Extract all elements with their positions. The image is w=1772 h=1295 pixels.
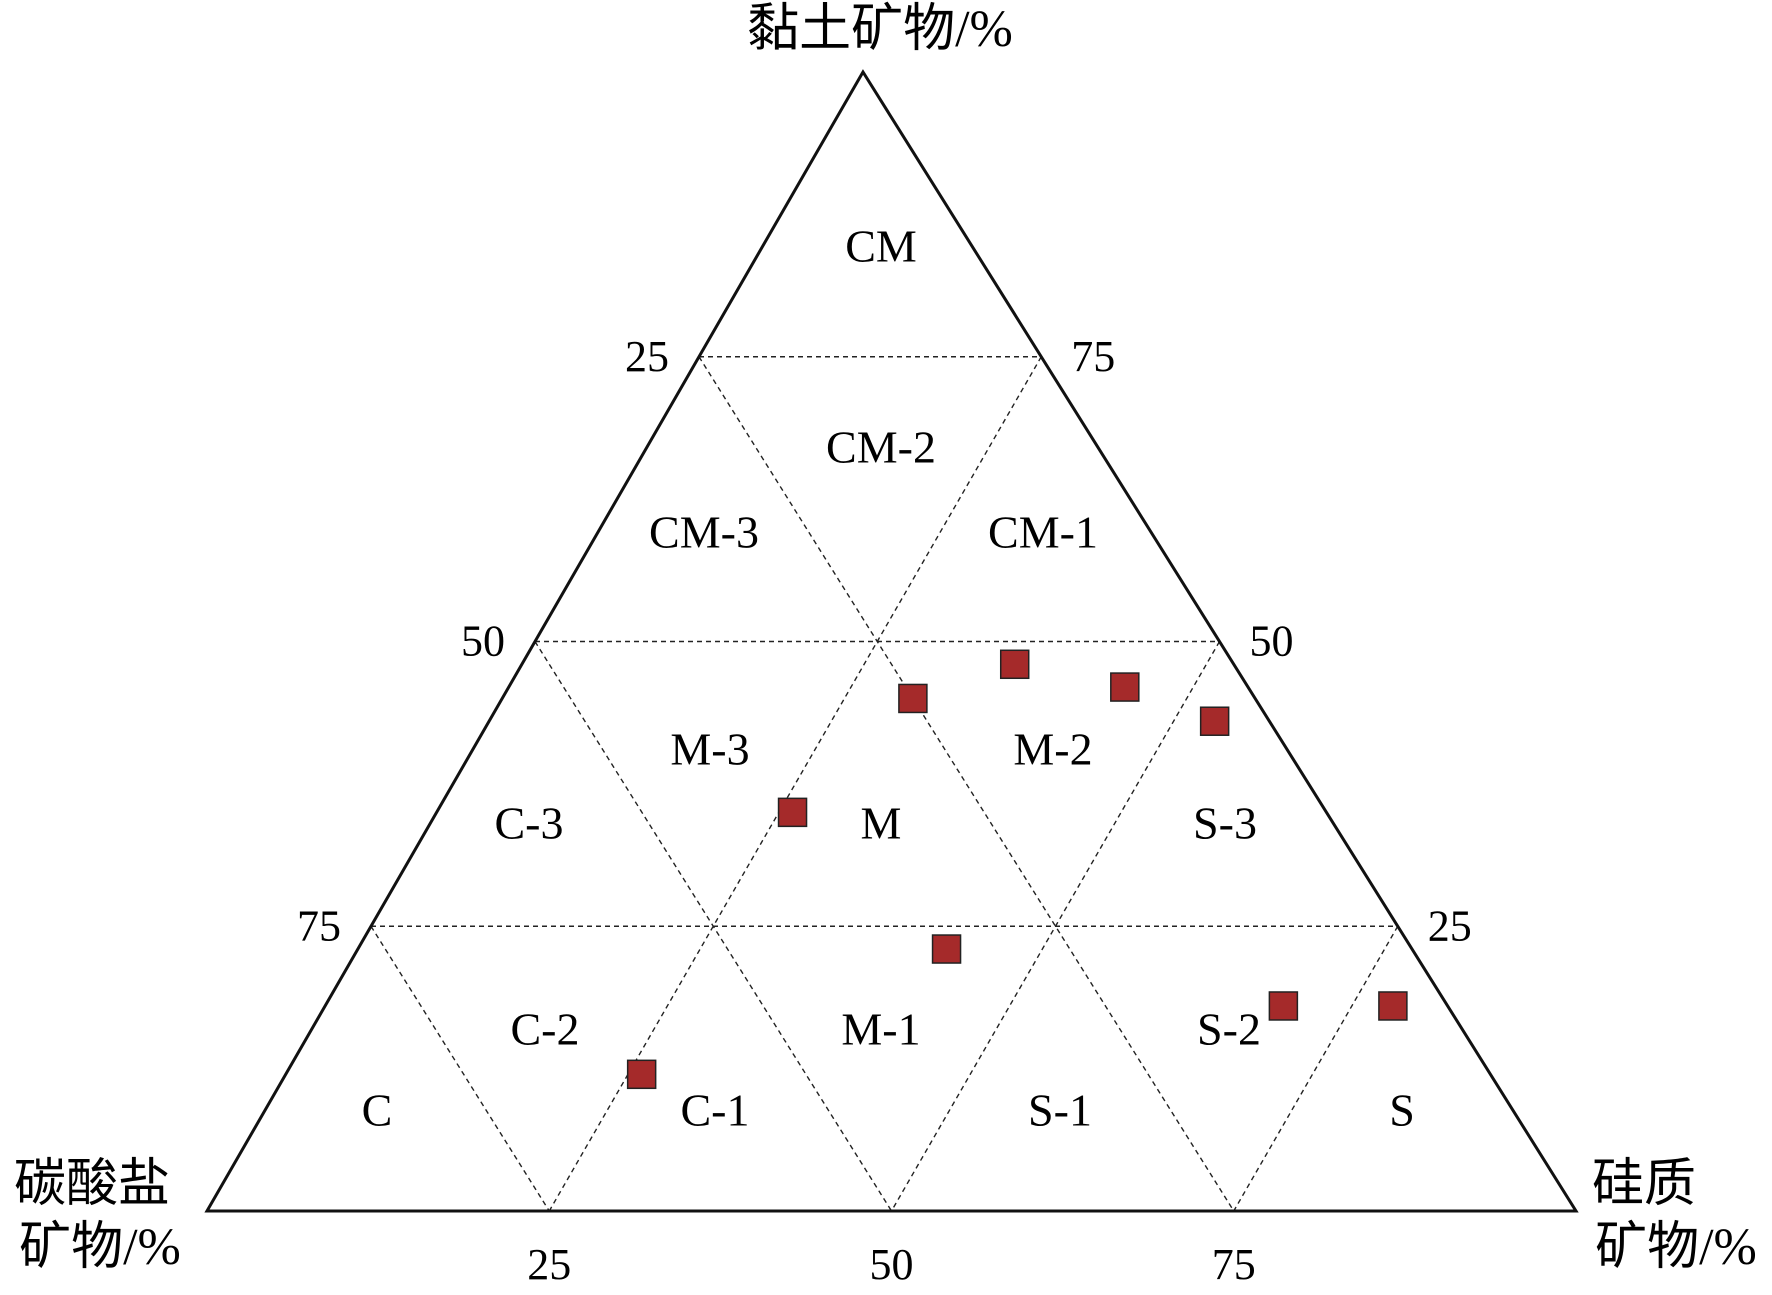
region-label: M: [861, 798, 902, 849]
region-label: C-2: [511, 1004, 580, 1055]
data-point: [898, 683, 928, 714]
data-point: [1199, 706, 1230, 736]
right-tick-label: 75: [1071, 332, 1115, 381]
left-axis-label: 碳酸盐: [14, 1156, 170, 1213]
data-point: [931, 934, 962, 964]
data-point: [626, 1059, 657, 1090]
left-tick-label: 25: [625, 332, 669, 381]
left-axis-label: 矿物/%: [19, 1219, 181, 1276]
left-tick-label: 50: [461, 617, 505, 666]
region-label: C-1: [681, 1085, 750, 1136]
grid-line: [890, 641, 1221, 1212]
region-label: S-3: [1193, 798, 1257, 849]
grid-line: [698, 356, 1235, 1212]
data-point: [777, 797, 808, 828]
region-label: M-2: [1013, 724, 1092, 775]
region-label: CM-1: [988, 507, 1098, 558]
region-label: CM-3: [649, 507, 759, 558]
right-axis-label: 硅质: [1592, 1156, 1696, 1213]
bottom-tick-label: 50: [870, 1240, 914, 1289]
region-label: M-3: [670, 724, 749, 775]
grid-line: [370, 925, 550, 1212]
region-label: CM-2: [826, 422, 936, 473]
top-axis-label: 黏土矿物/%: [747, 1, 1013, 58]
left-tick-label: 75: [297, 901, 341, 950]
region-label: S-2: [1197, 1004, 1261, 1055]
region-label: C: [362, 1085, 393, 1136]
triangle-frame: [204, 69, 1579, 1213]
bottom-tick-label: 25: [527, 1240, 571, 1289]
right-axis-label: 矿物/%: [1595, 1219, 1757, 1276]
data-point: [1378, 991, 1408, 1021]
right-tick-label: 25: [1428, 901, 1472, 950]
region-label: S-1: [1028, 1085, 1092, 1136]
region-label: S: [1389, 1085, 1415, 1136]
data-point: [1268, 991, 1299, 1021]
data-point: [999, 649, 1030, 680]
bottom-tick-label: 75: [1212, 1240, 1256, 1289]
region-label: C-3: [495, 798, 564, 849]
data-point: [1110, 672, 1140, 702]
region-label: M-1: [841, 1004, 920, 1055]
right-tick-label: 50: [1250, 617, 1294, 666]
grid-line: [548, 356, 1042, 1212]
region-label: CM: [845, 221, 917, 272]
grid-line: [1233, 925, 1399, 1212]
